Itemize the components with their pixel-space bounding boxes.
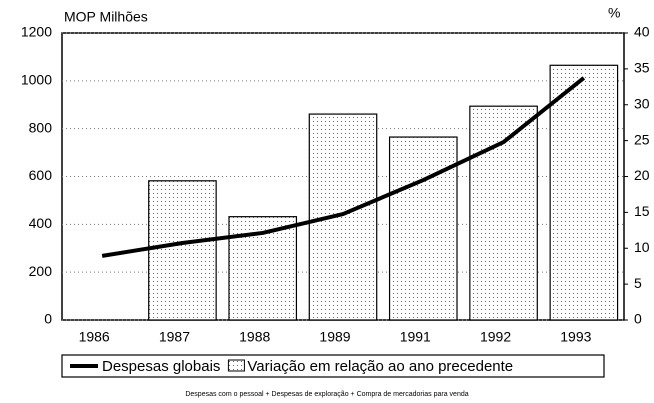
x-tick-label: 1987 [159,329,190,345]
y2-tick-label: 40 [634,24,650,40]
y-axis-label: MOP Milhões [64,9,148,25]
y2-tick-label: 25 [634,131,650,147]
footnote: Despesas com o pessoal + Despesas de exp… [185,391,468,398]
y-tick-label: 0 [44,311,52,327]
y2-tick-label: 10 [634,239,650,255]
y2-tick-label: 20 [634,167,650,183]
bar [308,113,378,321]
legend-label: Variação em relação ao ano precedente [247,358,513,375]
y-tick-label: 1200 [21,24,52,40]
bar [388,136,458,321]
x-tick-label: 1986 [79,329,110,345]
y2-tick-label: 35 [634,60,650,76]
y2-tick-label: 30 [634,95,650,111]
legend-swatch [227,359,245,372]
bar [469,105,538,321]
x-tick-label: 1993 [560,329,591,345]
y-tick-label: 600 [29,167,53,183]
legend-box [61,354,605,378]
bar [148,180,217,321]
x-tick-label: 1989 [319,329,350,345]
x-tick-label: 1988 [239,329,270,345]
y2-axis-label: % [608,5,620,21]
y-tick-label: 800 [29,119,53,135]
y-tick-label: 200 [29,263,53,279]
line [101,76,586,258]
x-tick-label: 1991 [400,329,431,345]
y-tick-label: 1000 [21,72,52,88]
bar [549,64,619,321]
y2-tick-label: 15 [634,203,650,219]
y2-tick-label: 0 [634,311,642,327]
legend-label: Despesas globais [102,358,220,375]
y-tick-label: 400 [29,215,53,231]
x-tick-label: 1992 [480,329,511,345]
y2-tick-label: 5 [634,275,642,291]
